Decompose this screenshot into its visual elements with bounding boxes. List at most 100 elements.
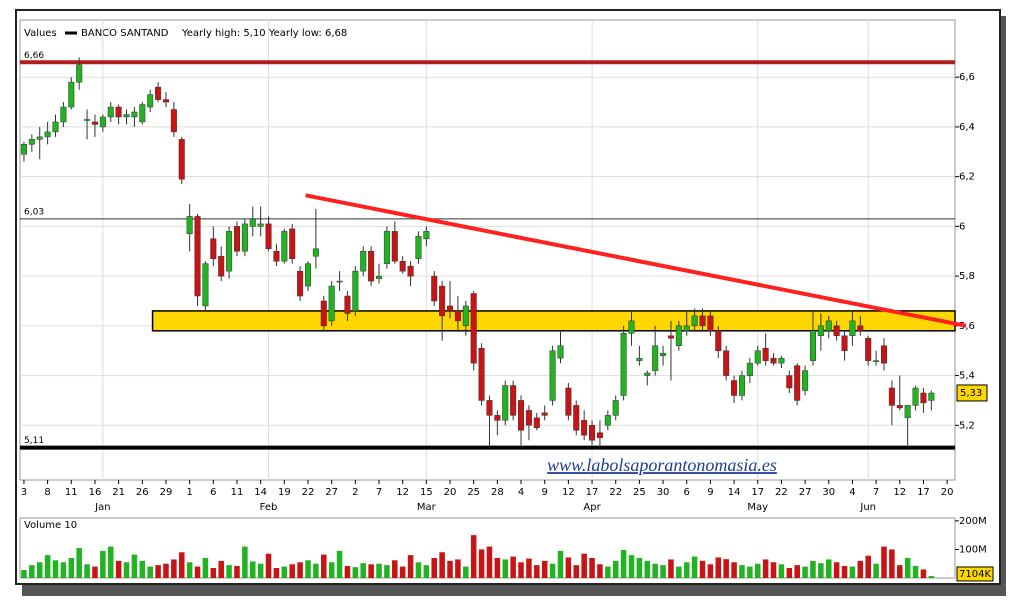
volume-bar <box>865 555 871 578</box>
volume-bar <box>518 562 524 578</box>
candle-body <box>794 365 801 401</box>
volume-bar <box>660 565 666 578</box>
candle-body <box>652 345 659 371</box>
level-label: 6,03 <box>24 207 44 217</box>
volume-bar <box>210 568 217 578</box>
candle-body <box>833 325 840 337</box>
volume-bar <box>818 563 824 578</box>
month-label: Mar <box>417 502 437 513</box>
candle-body <box>857 325 864 332</box>
volume-bar <box>652 563 658 578</box>
volume-bar <box>478 549 485 578</box>
x-tick-label: 20 <box>941 487 954 498</box>
candle-body <box>44 131 51 138</box>
candle-body <box>312 248 319 257</box>
candle-body <box>241 223 248 252</box>
candle-body <box>60 106 67 123</box>
candle-body <box>36 136 43 140</box>
volume-bar <box>502 559 509 578</box>
candle-body <box>257 223 264 227</box>
x-tick-label: 4 <box>849 487 855 498</box>
volume-bar <box>92 566 98 578</box>
volume-bar <box>486 546 493 578</box>
candle-body <box>912 387 919 406</box>
candle-body <box>786 375 793 389</box>
candle-body <box>770 357 777 364</box>
volume-bar <box>352 567 359 578</box>
volume-bar <box>636 558 643 578</box>
volume-bar <box>52 560 59 578</box>
volume-bar <box>849 566 856 578</box>
volume-tick-label: 100M <box>959 544 987 555</box>
x-tick-label: 17 <box>917 487 930 498</box>
volume-bar <box>715 557 722 578</box>
volume-bar <box>754 563 761 578</box>
candle-body <box>407 265 414 277</box>
volume-bar <box>825 559 832 578</box>
candle-body <box>904 405 911 419</box>
volume-bar <box>155 565 161 578</box>
x-tick-label: 22 <box>775 487 788 498</box>
candle-body <box>202 263 209 307</box>
candle-body <box>281 231 288 262</box>
candle-body <box>194 216 201 297</box>
x-tick-label: 12 <box>562 487 575 498</box>
volume-bar <box>163 563 169 578</box>
candle-body <box>249 218 256 227</box>
x-tick-label: 9 <box>707 487 713 498</box>
volume-bar <box>739 565 745 578</box>
x-tick-label: 22 <box>609 487 622 498</box>
volume-bar <box>399 566 406 578</box>
x-tick-label: 17 <box>586 487 599 498</box>
candle-body <box>675 325 682 346</box>
volume-bar <box>589 558 595 578</box>
candle-body <box>660 352 667 356</box>
month-label: Apr <box>583 502 601 513</box>
y-tick-label: 5,2 <box>959 420 975 431</box>
candle-body <box>147 94 154 108</box>
volume-bar <box>107 546 114 578</box>
candle-body <box>636 357 643 361</box>
candle-body <box>218 255 225 277</box>
volume-bar <box>186 562 193 578</box>
candle-body <box>565 387 572 416</box>
x-tick-label: 1 <box>186 487 192 498</box>
volume-bar <box>273 568 280 578</box>
x-tick-label: 12 <box>396 487 409 498</box>
volume-bar <box>762 559 769 578</box>
x-tick-label: 21 <box>112 487 125 498</box>
candle-body <box>76 64 83 83</box>
y-tick-label: 6,2 <box>959 172 975 183</box>
candle-body <box>762 347 769 361</box>
volume-bar <box>218 560 224 578</box>
candle-body <box>368 250 375 282</box>
x-tick-label: 3 <box>21 487 27 498</box>
volume-bar <box>676 566 682 578</box>
x-tick-label: 9 <box>542 487 548 498</box>
candle-body <box>707 315 714 332</box>
candle-body <box>99 116 106 128</box>
volume-bar <box>541 560 548 578</box>
candle-body <box>525 410 532 426</box>
volume-bar <box>368 564 374 578</box>
candle-body <box>170 109 177 133</box>
x-tick-label: 14 <box>254 487 267 498</box>
volume-bar <box>76 548 82 578</box>
candle-body <box>478 347 485 401</box>
candle-body <box>754 350 761 364</box>
y-tick-label: 5,4 <box>959 371 975 382</box>
x-tick-label: 19 <box>278 487 291 498</box>
candle-body <box>297 270 304 297</box>
volume-bar <box>147 566 153 578</box>
volume-bar <box>778 564 785 578</box>
volume-bar <box>904 558 911 578</box>
x-tick-label: 7 <box>873 487 879 498</box>
candle-body <box>328 285 335 322</box>
candle-body <box>336 280 343 283</box>
volume-bar <box>336 550 343 578</box>
volume-bar <box>889 549 895 578</box>
volume-bar <box>833 562 840 578</box>
candle-body <box>502 385 509 421</box>
volume-bar <box>794 565 800 578</box>
candle-body <box>91 121 98 125</box>
